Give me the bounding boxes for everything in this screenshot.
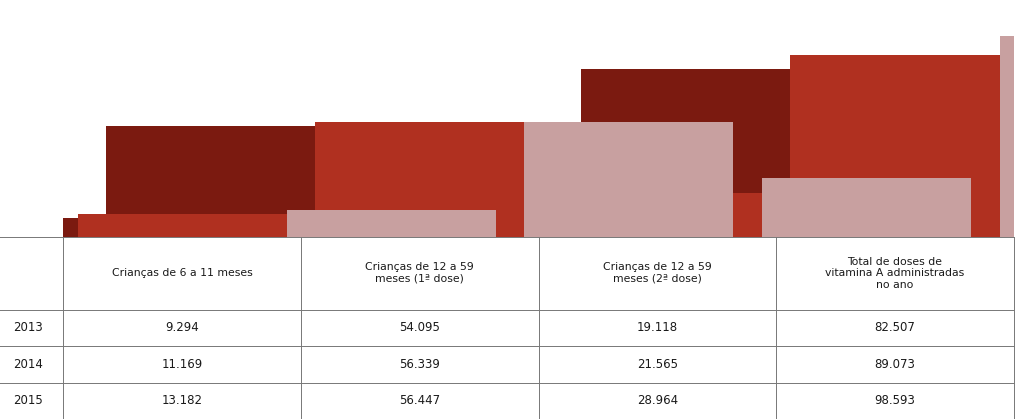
Text: 2014: 2014 bbox=[13, 358, 43, 371]
Text: Crianças de 12 a 59
meses (1ª dose): Crianças de 12 a 59 meses (1ª dose) bbox=[366, 262, 474, 284]
Bar bbox=[315, 122, 524, 237]
Bar bbox=[287, 210, 496, 237]
Bar bbox=[582, 69, 791, 237]
Text: 2013: 2013 bbox=[13, 321, 43, 334]
Text: 11.169: 11.169 bbox=[162, 358, 203, 371]
Text: 54.095: 54.095 bbox=[399, 321, 440, 334]
Bar bbox=[78, 214, 287, 237]
Text: 56.339: 56.339 bbox=[399, 358, 440, 371]
Text: 89.073: 89.073 bbox=[874, 358, 915, 371]
Text: 2015: 2015 bbox=[13, 394, 43, 407]
Text: Total de doses de
vitamina A administradas
no ano: Total de doses de vitamina A administrad… bbox=[825, 256, 965, 290]
Text: 9.294: 9.294 bbox=[166, 321, 199, 334]
Text: 98.593: 98.593 bbox=[874, 394, 915, 407]
Text: 19.118: 19.118 bbox=[637, 321, 678, 334]
Bar bbox=[553, 193, 762, 237]
Bar bbox=[106, 127, 315, 237]
Text: 56.447: 56.447 bbox=[399, 394, 440, 407]
Text: 13.182: 13.182 bbox=[162, 394, 203, 407]
Bar bbox=[791, 55, 999, 237]
Bar bbox=[999, 36, 1024, 237]
Text: 28.964: 28.964 bbox=[637, 394, 678, 407]
Text: Crianças de 6 a 11 meses: Crianças de 6 a 11 meses bbox=[112, 268, 253, 278]
Bar bbox=[524, 122, 733, 237]
Text: 21.565: 21.565 bbox=[637, 358, 678, 371]
Bar bbox=[344, 198, 553, 237]
Text: 82.507: 82.507 bbox=[874, 321, 915, 334]
Text: Crianças de 12 a 59
meses (2ª dose): Crianças de 12 a 59 meses (2ª dose) bbox=[603, 262, 712, 284]
Bar bbox=[0, 218, 78, 237]
Bar bbox=[762, 178, 971, 237]
